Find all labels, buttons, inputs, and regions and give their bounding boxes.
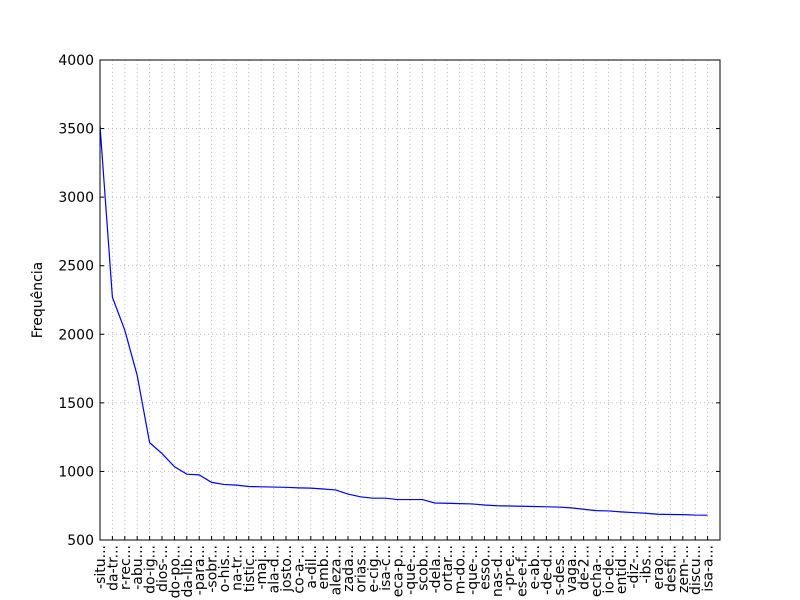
x-tick-label: -para... xyxy=(192,545,208,595)
x-tick-label: echa-... xyxy=(589,545,605,597)
x-tick-label: do-ig... xyxy=(143,545,159,594)
y-tick-label: 1500 xyxy=(58,396,94,412)
x-tick-label: scob... xyxy=(415,545,431,591)
x-tick-label: m-do... xyxy=(453,545,469,594)
line-series xyxy=(99,125,708,516)
x-tick-label: de-2... xyxy=(577,545,593,590)
x-tick-label: erao... xyxy=(651,545,667,590)
x-tick-label: ortar... xyxy=(440,545,456,591)
x-tick-label: eca-p... xyxy=(391,545,407,597)
x-tick-label: ala-d... xyxy=(267,545,283,593)
x-tick-label: -ibs... xyxy=(639,545,655,583)
x-tick-label: r-rec... xyxy=(118,545,134,590)
x-tick-label: vaga... xyxy=(564,545,580,593)
x-tick-label: do-po... xyxy=(167,545,183,598)
x-tick-label: -sobr... xyxy=(205,545,221,593)
x-tick-label: -dela... xyxy=(428,545,444,593)
x-tick-label: -maj... xyxy=(254,545,270,590)
y-tick-label: 2000 xyxy=(58,327,94,343)
x-tick-label: tistic... xyxy=(242,545,258,592)
x-tick-label: -de-d... xyxy=(539,545,555,595)
x-tick-label: emb... xyxy=(316,545,332,590)
x-tick-label: e-cig... xyxy=(366,545,382,593)
x-tick-label: co-a-... xyxy=(291,545,307,594)
y-tick-label: 500 xyxy=(67,533,94,549)
y-tick-label: 1000 xyxy=(58,464,94,480)
x-tick-label: na-tr... xyxy=(229,545,245,591)
x-tick-label: -abu... xyxy=(130,545,146,590)
x-tick-label: es-e-f... xyxy=(515,545,531,597)
x-tick-label: s-des... xyxy=(552,545,568,596)
plot-frame xyxy=(99,59,721,541)
y-tick-label: 3000 xyxy=(58,190,94,206)
x-tick-label: -diz-... xyxy=(626,545,642,589)
x-tick-label: da-tr... xyxy=(105,545,121,591)
x-tick-label: -que-... xyxy=(465,545,481,595)
x-tick-label: -que-... xyxy=(403,545,419,595)
x-tick-label: josto... xyxy=(279,545,295,593)
x-tick-label: zem-... xyxy=(676,545,692,593)
x-tick-label: zada... xyxy=(341,545,357,592)
y-axis-label: Frequência xyxy=(30,262,46,339)
x-tick-label: da-lib... xyxy=(180,545,196,598)
x-tick-label: e-ab... xyxy=(527,545,543,589)
x-tick-label: discu... xyxy=(688,545,704,595)
y-tick-label: 3500 xyxy=(58,122,94,138)
y-tick-label: 2500 xyxy=(58,259,94,275)
x-tick-label: nas-d... xyxy=(490,545,506,597)
x-tick-label: aleza... xyxy=(329,545,345,595)
x-tick-label: entid... xyxy=(614,545,630,594)
x-tick-label: dios-... xyxy=(155,545,171,592)
x-tick-label: o-his... xyxy=(217,545,233,592)
x-tick-label: isa-c... xyxy=(378,545,394,591)
x-tick-label: orias... xyxy=(353,545,369,592)
x-tick-label: esso... xyxy=(477,545,493,590)
y-tick-label: 4000 xyxy=(58,53,94,69)
x-tick-label: desfi... xyxy=(663,545,679,592)
x-tick-label: -pr-e... xyxy=(502,545,518,591)
x-tick-label: isa-a... xyxy=(701,545,717,592)
x-tick-label: io-de... xyxy=(601,545,617,594)
x-tick-label: -situ... xyxy=(93,545,109,589)
x-tick-label: a-dil... xyxy=(304,545,320,589)
